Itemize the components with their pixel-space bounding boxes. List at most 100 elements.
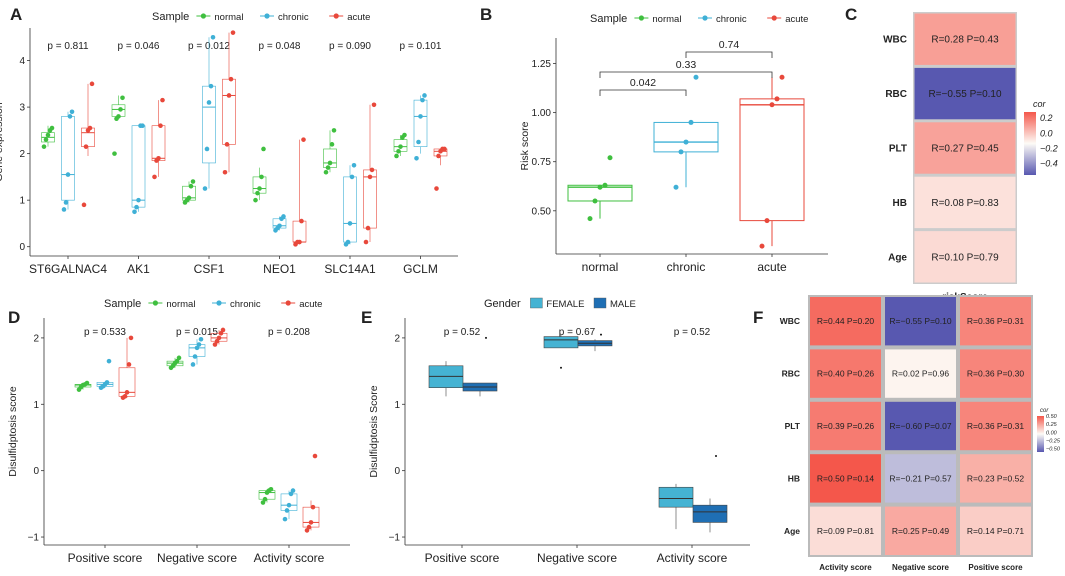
panel-b-point-normal [597, 184, 603, 190]
panel-a-point-normal [188, 183, 194, 189]
panel-d-y-tick-label: −1 [28, 533, 40, 544]
legend-label-normal: normal [652, 14, 681, 25]
legend-title: Sample [590, 13, 627, 25]
panel-a-point-chronic [414, 155, 419, 161]
panel-d-point-chronic [196, 342, 202, 347]
panel-a-point-normal [394, 153, 399, 159]
panel-a-x-tick-label: SLC14A1 [324, 262, 376, 276]
legend-label-chronic: chronic [230, 299, 261, 310]
panel-a-point-normal [45, 132, 51, 138]
panel-a-point-acute [228, 76, 234, 82]
panel-a-point-chronic [208, 83, 214, 89]
panel-d-x-tick-label: Negative score [157, 551, 237, 565]
panel-a-acute-box [292, 220, 307, 243]
panel-c-cell [914, 231, 1016, 283]
panel-f-cell-label: R=0.36 P=0.30 [967, 369, 1024, 379]
panel-d-point-chronic [290, 488, 296, 493]
panel-a-point-chronic [347, 221, 353, 226]
panel-d-point-normal [84, 380, 90, 386]
panel-d-x-tick-label: Positive score [68, 551, 143, 565]
panel-b-y-tick-label: 1.00 [532, 108, 552, 119]
panel-a-point-normal [43, 137, 49, 142]
panel-e-male-box [692, 504, 728, 523]
panel-a-point-normal [402, 132, 407, 138]
panel-a-point-acute [81, 202, 87, 208]
panel-f-legend-tick: −0.50 [1046, 447, 1061, 453]
panel-f-cell-label: R=−0.55 P=0.10 [889, 316, 951, 326]
panel-c-cell-label: R=0.28 P=0.43 [931, 35, 999, 46]
panel-f-cell [960, 349, 1031, 398]
panel-d-pvalue: p = 0.208 [268, 327, 310, 338]
panel-d-point-acute [310, 504, 316, 510]
panel-a-chronic-box [202, 85, 216, 164]
panel-b-point-chronic [688, 119, 694, 125]
panel-a-point-normal [396, 149, 401, 154]
panel-f-cell-label: R=0.40 P=0.26 [817, 369, 874, 379]
panel-b-x-tick-label: normal [582, 260, 619, 274]
panel-a-point-normal [323, 169, 329, 175]
panel-c-row-label: WBC [883, 35, 907, 46]
legend-key-chronic [264, 13, 270, 19]
legend-label-acute: acute [299, 299, 322, 310]
panel-a-point-chronic [281, 214, 286, 219]
panel-a-acute-box [151, 125, 166, 161]
legend-label-chronic: chronic [278, 12, 309, 23]
panel-f-legend-tick: 0.25 [1046, 422, 1058, 428]
panel-a-point-normal [186, 195, 192, 201]
panel-a-point-normal [120, 95, 125, 101]
panel-b-point-normal [602, 182, 608, 188]
panel-a-point-normal [116, 114, 121, 119]
panel-c-row-label: Age [888, 252, 907, 263]
panel-a-point-normal [261, 146, 266, 152]
panel-c-row-label: HB [893, 198, 907, 209]
legend-label-acute: acute [347, 12, 370, 23]
panel-c-cell [914, 122, 1016, 174]
panel-a-pvalue: p = 0.046 [118, 41, 160, 52]
legend-key-normal [152, 300, 158, 306]
panel-d-point-chronic [288, 491, 294, 497]
panel-d-y-tick-label: 1 [33, 400, 39, 411]
panel-label-c: C [845, 5, 857, 24]
panel-a-point-chronic [420, 97, 425, 103]
panel-c-cell [914, 13, 1016, 65]
panel-d-y-axis-label: Disulfidptosis score [7, 386, 19, 477]
panel-a-point-acute [371, 102, 377, 108]
panel-d-point-acute [212, 342, 218, 347]
panel-b-comparison-bracket [599, 89, 687, 96]
panel-e-female-box [543, 336, 579, 349]
panel-label-e: E [361, 308, 372, 327]
panel-a-y-tick-label: 4 [19, 56, 25, 67]
panel-d-point-acute [126, 362, 132, 367]
panel-b-comparison-label: 0.74 [719, 39, 740, 51]
panel-a-point-acute [436, 153, 441, 159]
panel-a-point-chronic [277, 223, 282, 229]
panel-e-x-tick-label: Negative score [537, 551, 617, 565]
panel-label-d: D [8, 308, 20, 327]
panel-b-x-tick-label: acute [757, 260, 787, 274]
panel-label-b: B [480, 5, 492, 24]
panel-d-pvalue: p = 0.015 [176, 327, 218, 338]
panel-a-point-normal [253, 197, 258, 203]
panel-a-point-acute [224, 142, 230, 147]
panel-f-row-label: PLT [785, 421, 801, 431]
panel-d-point-chronic [104, 380, 110, 385]
panel-f-legend-title: cor [1040, 408, 1049, 414]
panel-a-point-acute [152, 174, 157, 180]
panel-b-comparison-bracket [599, 71, 773, 78]
panel-f-cell [960, 454, 1031, 503]
panel-a-point-chronic [351, 162, 357, 168]
panel-d-point-chronic [284, 508, 290, 513]
panel-a-point-chronic [132, 209, 137, 215]
panel-d-point-chronic [282, 516, 288, 522]
panel-f-cell [885, 297, 956, 346]
panel-a-point-acute [369, 167, 375, 173]
panel-a-point-normal [41, 144, 47, 149]
panel-c-legend-tick: −0.2 [1040, 143, 1058, 153]
panel-f-col-label: Activity score [819, 563, 872, 572]
panel-f-cell-label: R=0.39 P=0.26 [817, 421, 874, 431]
panel-a-pvalue: p = 0.090 [329, 41, 371, 52]
panel-c-legend-tick: 0.0 [1040, 128, 1053, 138]
panel-f-row-label: WBC [780, 316, 800, 326]
panel-d-point-normal [262, 496, 268, 502]
panel-d-point-acute [122, 394, 128, 399]
